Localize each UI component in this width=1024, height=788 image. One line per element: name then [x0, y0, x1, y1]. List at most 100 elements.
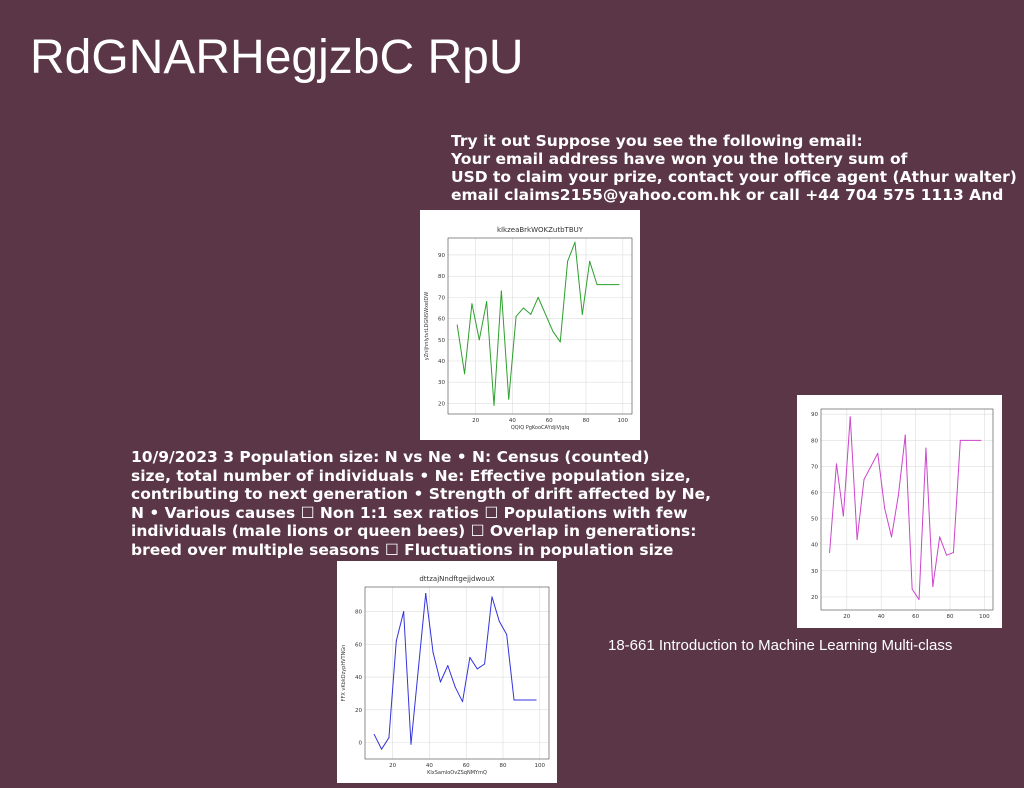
series-line-segment — [574, 241, 583, 315]
y-tick-label: 50 — [438, 338, 445, 344]
series-line-segment — [863, 465, 872, 480]
y-tick-label: 30 — [438, 380, 445, 386]
email-line: USD to claim your prize, contact your of… — [451, 168, 1017, 186]
population-line: 10/9/2023 3 Population size: N vs Ne • N… — [131, 448, 650, 466]
series-line-segment — [462, 656, 471, 703]
y-tick-label: 20 — [355, 708, 362, 714]
series-line-segment — [515, 307, 524, 317]
green-chart-svg: 20 30 40 50 60 70 80 90 20 40 60 80 100 kIkzeaBrkWOKZ… — [424, 226, 633, 431]
series-line-segment — [904, 434, 913, 590]
magenta-chart-svg: 20 30 40 50 60 70 80 90 20 40 60 80 100 — [811, 408, 994, 620]
y-tick-label: 90 — [811, 412, 818, 418]
x-axis-label: QQIQ PgKooCAYdjiVjqlq — [511, 425, 569, 431]
population-line: contributing to next generation • Streng… — [131, 485, 711, 504]
population-size-text: 10/9/2023 3 Population size: N vs Ne • N… — [131, 448, 711, 560]
plot-frame — [447, 237, 633, 415]
plot-frame — [364, 586, 550, 760]
series-line-segment — [952, 439, 961, 554]
chart-title: kIkzeaBrkWOKZutbTBUY — [497, 226, 584, 234]
series-line-segment — [849, 416, 858, 541]
email-line: email claims2155@yahoo.com.hk or call +4… — [451, 186, 1004, 204]
series-line-segment — [456, 324, 466, 375]
slide-title: RdGNARHegjzbC RpU — [30, 31, 524, 84]
series-line-segment — [493, 290, 502, 407]
population-line: N • Various causes ☐ Non 1:1 sex ratios … — [131, 503, 688, 522]
y-tick-label: 50 — [811, 517, 818, 523]
series-line-segment — [388, 640, 397, 739]
x-tick-label: 80 — [500, 763, 507, 769]
y-tick-label: 40 — [811, 543, 818, 549]
series-line-segment — [856, 478, 865, 541]
blue-line-chart: 0 20 40 60 80 20 40 60 80 100 dttzajNndftgejjdwouX… — [337, 561, 557, 783]
series-line-segment — [447, 665, 456, 688]
x-tick-label: 40 — [426, 763, 433, 769]
x-tick-label: 80 — [583, 418, 590, 424]
series-line-segment — [491, 596, 500, 622]
series-line-segment — [925, 447, 934, 588]
y-tick-label: 80 — [811, 438, 818, 444]
plot-frame — [820, 408, 994, 611]
blue-chart-svg: 0 20 40 60 80 20 40 60 80 100 dttzajNndftgejjdwouX… — [341, 575, 550, 776]
x-tick-label: 100 — [979, 614, 990, 620]
x-tick-label: 100 — [535, 763, 546, 769]
y-tick-label: 60 — [811, 491, 818, 497]
series-line-segment — [478, 301, 488, 341]
y-tick-label: 70 — [811, 464, 818, 470]
series-line-segment — [835, 463, 844, 517]
y-tick-label: 70 — [438, 295, 445, 301]
series-line-segment — [589, 260, 598, 286]
series-line-segment — [484, 596, 493, 665]
course-caption: 18-661 Introduction to Machine Learning … — [608, 637, 953, 654]
series-line-segment — [425, 593, 434, 654]
x-tick-label: 60 — [546, 418, 553, 424]
series-line-segment — [471, 303, 480, 341]
x-tick-label: 60 — [463, 763, 470, 769]
x-tick-label: 20 — [472, 418, 479, 424]
series-line-segment — [469, 656, 478, 670]
series-line-segment — [842, 416, 851, 517]
population-line: size, total number of individuals • Ne: … — [131, 466, 691, 485]
series-line-segment — [918, 447, 927, 601]
x-tick-label: 20 — [389, 763, 396, 769]
series-line-segment — [432, 652, 441, 683]
y-axis-label: yZnljhnlytvtLDGNSWxeIDW — [424, 292, 430, 360]
series-line-segment — [559, 260, 569, 343]
population-line: individuals (male lions or queen bees) ☐… — [131, 522, 697, 541]
series-line-segment — [498, 620, 508, 636]
series-line-segment — [508, 315, 517, 400]
series-line-segment — [946, 552, 954, 556]
email-line: Try it out Suppose you see the following… — [451, 132, 863, 150]
chart-title: dttzajNndftgejjdwouX — [419, 575, 495, 583]
y-tick-label: 20 — [438, 401, 445, 407]
email-line: Your email address have won you the lott… — [451, 150, 908, 168]
y-tick-label: 30 — [811, 569, 818, 575]
series-line-segment — [932, 536, 941, 588]
series-line-segment — [410, 668, 419, 745]
x-tick-label: 40 — [509, 418, 516, 424]
series-line-segment — [884, 507, 893, 538]
x-tick-label: 80 — [947, 614, 954, 620]
green-line-chart: 20 30 40 50 60 70 80 90 20 40 60 80 100 kIkzeaBrkWOKZ… — [420, 210, 640, 440]
series-line-segment — [454, 686, 464, 703]
y-tick-label: 90 — [438, 253, 445, 259]
series-line-segment — [417, 593, 427, 670]
series-line-segment — [911, 588, 920, 601]
series-line-segment — [877, 452, 886, 509]
series-line-segment — [829, 463, 837, 554]
series-line-segment — [464, 303, 473, 375]
series-line-segment — [522, 307, 532, 315]
series-line-segment — [545, 313, 554, 332]
x-tick-label: 40 — [878, 614, 885, 620]
series-line-segment — [581, 260, 591, 315]
y-tick-label: 0 — [359, 741, 363, 747]
y-tick-label: 40 — [438, 359, 445, 365]
series-line-segment — [567, 241, 576, 262]
series-line-segment — [870, 452, 879, 467]
y-tick-label: 60 — [355, 642, 362, 648]
series-line-segment — [373, 733, 383, 750]
series-line-segment — [439, 665, 449, 683]
series-line-segment — [552, 330, 561, 343]
x-tick-label: 100 — [618, 418, 629, 424]
series-line-segment — [381, 737, 390, 750]
series-line-segment — [403, 611, 412, 745]
